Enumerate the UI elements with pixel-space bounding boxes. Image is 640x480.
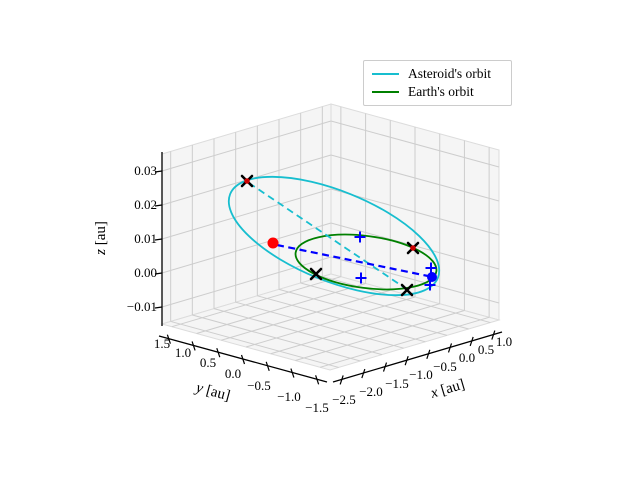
z-grid-line-left-wall	[161, 188, 332, 240]
orbit-curve-asteroid	[227, 175, 441, 297]
legend-line-earth-orbit	[372, 91, 399, 93]
y-grid-line-floor	[221, 289, 391, 341]
y-tick-mark	[315, 375, 320, 385]
marker-plus	[355, 272, 367, 284]
x-tick-mark	[382, 362, 388, 372]
x-axis-title: x [au]	[428, 377, 467, 402]
z-grid-line-left-wall	[161, 120, 332, 172]
y-tick-label: 1.5	[154, 336, 170, 351]
y-axis-title: y [au]	[192, 379, 231, 404]
z-tick-mark	[154, 306, 163, 309]
y-tick-mark	[240, 354, 246, 365]
marker-x	[309, 267, 323, 281]
legend: Asteroid's orbit Earth's orbit	[363, 60, 512, 106]
chord-node-line	[276, 243, 429, 278]
z-grid-line-right-wall	[330, 154, 500, 202]
x-tick-mark	[404, 356, 409, 366]
y-grid-line-floor	[319, 316, 490, 368]
chord-asteroid-apsidal-line	[248, 182, 406, 289]
y-tick-label: −0.5	[247, 378, 271, 393]
x-axis-spine	[332, 331, 503, 383]
marker-x-center-dot	[244, 178, 250, 184]
orbit-curve-earth	[294, 233, 438, 291]
y-grid-line-floor	[270, 303, 440, 355]
z-tick-label: 0.01	[134, 231, 157, 246]
y-tick-mark	[290, 368, 295, 378]
x-tick-mark	[426, 349, 431, 359]
x-tick-label: −1.0	[409, 367, 433, 382]
z-axis-title: z [au]	[93, 221, 109, 256]
marker-dot	[267, 237, 279, 249]
marker-x	[400, 283, 414, 297]
x-tick-mark	[469, 336, 474, 347]
x-tick-mark	[339, 375, 344, 385]
z-tick-mark	[154, 238, 163, 241]
z-grid-line-right-wall	[330, 188, 500, 236]
marker-x-center-dot	[410, 245, 416, 251]
y-tick-mark	[216, 348, 221, 358]
x-tick-label: −2.0	[359, 384, 383, 399]
z-tick-mark	[154, 204, 163, 207]
y-tick-label: 1.0	[175, 345, 191, 360]
x-tick-label: −1.5	[385, 376, 409, 391]
x-tick-label: −2.5	[332, 392, 356, 407]
y-tick-mark	[265, 361, 270, 371]
z-grid-line-left-wall	[161, 256, 332, 308]
marker-plus	[425, 262, 437, 274]
y-tick-label: 0.5	[200, 355, 216, 370]
legend-label-asteroid-orbit: Asteroid's orbit	[408, 66, 492, 82]
x-tick-label: −0.5	[433, 359, 457, 374]
y-grid-line-floor	[295, 310, 465, 362]
z-tick-mark	[154, 170, 163, 173]
y-grid-line-floor	[171, 276, 342, 328]
z-grid-line-right-wall	[330, 256, 500, 304]
legend-line-asteroid-orbit	[372, 73, 399, 75]
z-grid-line-left-wall	[161, 222, 332, 274]
x-tick-label: 1.0	[496, 334, 512, 349]
y-tick-label: 0.0	[225, 366, 241, 381]
x-tick-mark	[361, 368, 366, 379]
legend-item-earth: Earth's orbit	[372, 85, 503, 99]
marker-plus	[354, 231, 366, 243]
z-tick-label: 0.02	[134, 197, 157, 212]
y-tick-mark	[191, 341, 196, 351]
x-tick-label: 0.5	[478, 342, 494, 357]
x-tick-label: 0.0	[459, 350, 475, 365]
z-tick-label: 0.00	[134, 265, 157, 280]
z-tick-label: −0.01	[127, 299, 157, 314]
x-tick-mark	[491, 330, 496, 340]
y-tick-mark	[166, 334, 171, 344]
y-grid-line-floor	[196, 282, 366, 334]
x-tick-mark	[447, 343, 453, 353]
y-grid-line-floor	[245, 296, 416, 348]
z-tick-mark	[154, 272, 163, 275]
z-grid-line-right-wall	[330, 120, 500, 168]
legend-item-asteroid: Asteroid's orbit	[372, 67, 503, 81]
marker-plus	[424, 279, 436, 291]
y-tick-label: −1.5	[305, 400, 329, 415]
y-tick-label: −1.0	[277, 389, 301, 404]
legend-label-earth-orbit: Earth's orbit	[408, 84, 474, 100]
z-tick-label: 0.03	[134, 163, 157, 178]
